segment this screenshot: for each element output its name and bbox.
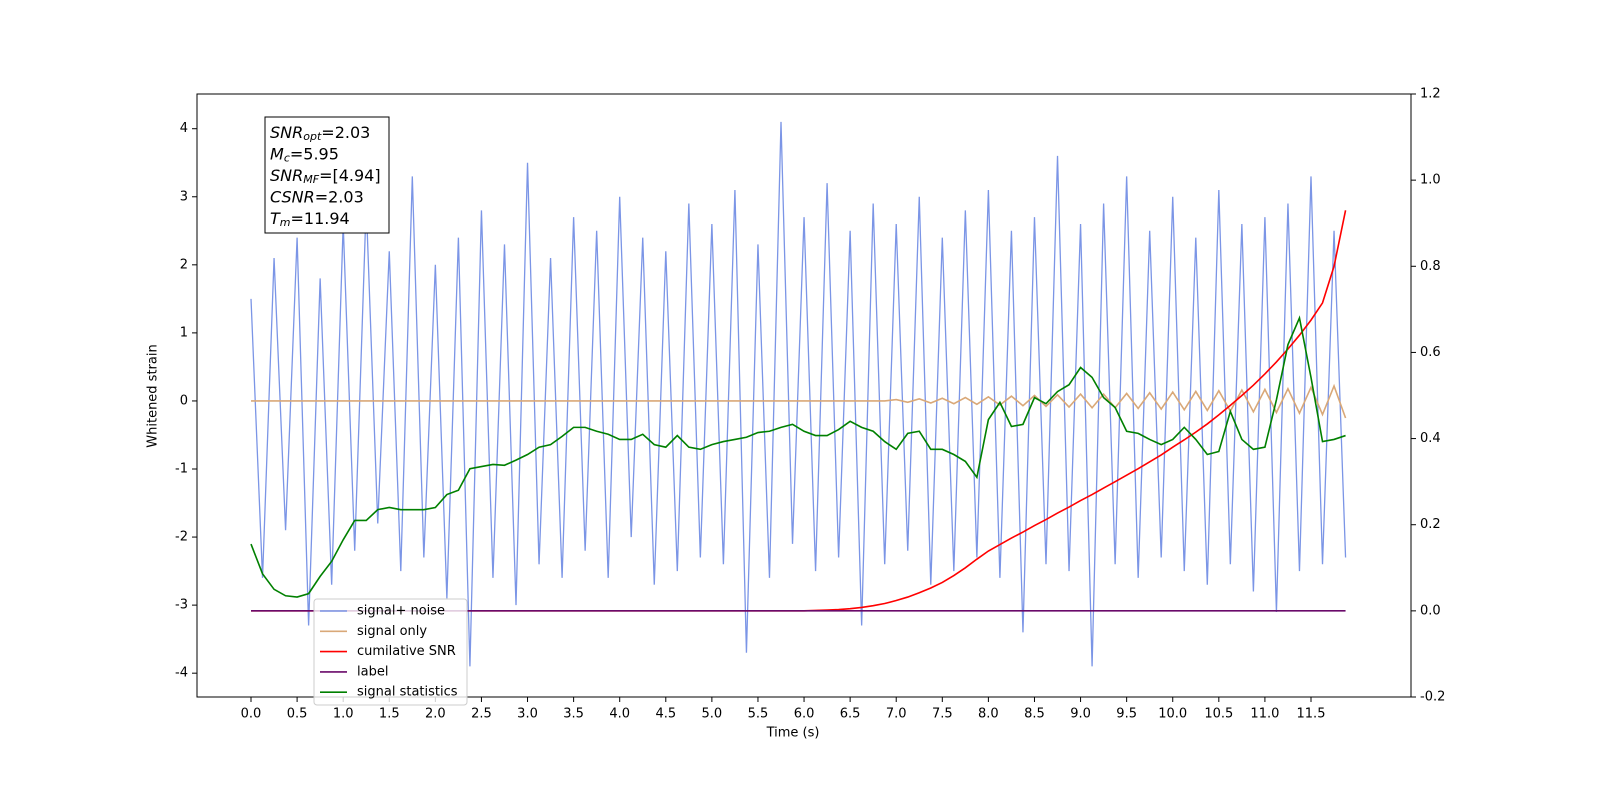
annotation-subscript: opt	[303, 130, 322, 143]
y2-tick-label: 0.6	[1420, 345, 1441, 360]
annotation-symbol: SNR	[270, 123, 303, 142]
y2-tick-label: -0.2	[1420, 690, 1445, 705]
y2-tick-label: 1.2	[1420, 87, 1441, 102]
annotation-symbol: T	[270, 209, 281, 228]
series-line	[250, 121, 1347, 667]
annotation-value: =5.95	[290, 144, 339, 163]
annotation-value: =[4.94]	[319, 166, 381, 185]
annotation-line: Mc=5.95	[270, 144, 339, 165]
y2-tick-label: 0.4	[1420, 431, 1441, 446]
y-tick-label: -4	[175, 666, 188, 681]
x-tick-label: 7.5	[932, 707, 953, 722]
legend-label: cumilative SNR	[357, 644, 456, 659]
annotation-subscript: m	[280, 216, 291, 229]
annotation-symbol: SNR	[270, 166, 303, 185]
annotation-subscript: c	[284, 152, 290, 165]
x-tick-label: 3.0	[517, 707, 538, 722]
series-line	[251, 383, 1347, 419]
x-tick-label: 6.0	[794, 707, 815, 722]
x-tick-label: 4.0	[609, 707, 630, 722]
series-line	[250, 315, 1346, 598]
x-tick-label: 6.5	[840, 707, 861, 722]
x-tick-label: 8.0	[978, 707, 999, 722]
annotation-line: CSNR=2.03	[270, 187, 364, 206]
x-tick-label: 4.5	[655, 707, 676, 722]
y-tick-label: -2	[175, 530, 188, 545]
y-tick-label: 2	[180, 257, 188, 272]
x-tick-label: 5.5	[748, 707, 769, 722]
y2-tick-label: 0.0	[1420, 603, 1441, 618]
x-tick-label: 10.5	[1204, 707, 1233, 722]
x-tick-label: 2.0	[425, 707, 446, 722]
x-tick-label: 0.0	[241, 707, 262, 722]
annotation-line: Tm=11.94	[270, 209, 350, 230]
x-tick-label: 9.0	[1070, 707, 1091, 722]
annotation-value: =2.03	[321, 123, 370, 142]
x-tick-label: 9.5	[1116, 707, 1137, 722]
x-tick-label: 2.5	[471, 707, 492, 722]
annotation-symbol: CSNR	[270, 187, 315, 206]
annotation-value: =2.03	[315, 187, 364, 206]
y-tick-label: 3	[180, 189, 188, 204]
x-tick-label: 11.0	[1250, 707, 1279, 722]
x-tick-label: 7.0	[886, 707, 907, 722]
legend-label: signal+ noise	[357, 604, 445, 619]
legend-label: signal only	[357, 624, 427, 639]
x-tick-label: 8.5	[1024, 707, 1045, 722]
y-tick-label: 0	[180, 393, 188, 408]
annotation-line: SNRMF=[4.94]	[270, 166, 381, 187]
y-tick-label: 4	[180, 121, 188, 136]
y-axis-label: Whitened strain	[146, 344, 161, 447]
y2-tick-label: 0.8	[1420, 259, 1441, 274]
x-tick-label: 1.0	[333, 707, 354, 722]
legend-box	[313, 598, 468, 706]
legend-label: label	[357, 664, 388, 679]
annotation-value: =11.94	[291, 209, 350, 228]
y2-tick-label: 0.2	[1420, 517, 1441, 532]
x-tick-label: 0.5	[287, 707, 308, 722]
annotation-symbol: M	[270, 144, 284, 163]
annotation-subscript: MF	[303, 173, 319, 186]
x-tick-label: 11.5	[1297, 707, 1326, 722]
x-tick-label: 3.5	[563, 707, 584, 722]
x-tick-label: 10.0	[1158, 707, 1187, 722]
x-axis-label: Time (s)	[766, 726, 820, 741]
y2-tick-label: 1.0	[1420, 173, 1441, 188]
y-tick-label: -1	[175, 462, 188, 477]
y-tick-label: -3	[175, 598, 188, 613]
x-tick-label: 5.0	[702, 707, 723, 722]
legend-label: signal statistics	[357, 685, 458, 700]
annotation-line: SNRopt=2.03	[270, 123, 370, 144]
y-tick-label: 1	[180, 325, 188, 340]
annotation-box	[264, 116, 390, 234]
x-tick-label: 1.5	[379, 707, 400, 722]
